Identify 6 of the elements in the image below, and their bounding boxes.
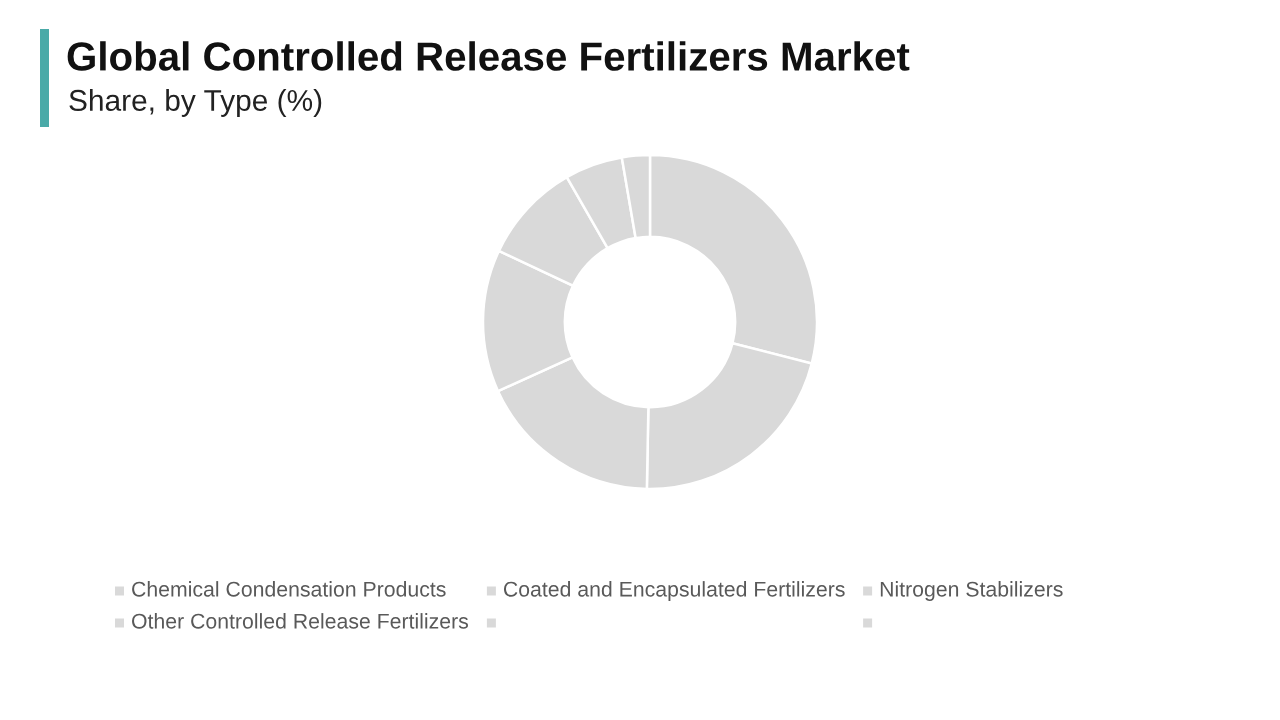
legend-label: Nitrogen Stabilizers [880,581,1063,601]
legend-label: Chemical Condensation Products [132,581,446,597]
chart-title: Global Controlled Release Fertilizers Market [67,41,910,71]
legend-label: Coated and Encapsulated Fertilizers [503,581,845,601]
chart-subtitle: Share, by Type (%) [69,89,322,117]
legend-label: Other Controlled Release Fertilizers [132,613,468,629]
